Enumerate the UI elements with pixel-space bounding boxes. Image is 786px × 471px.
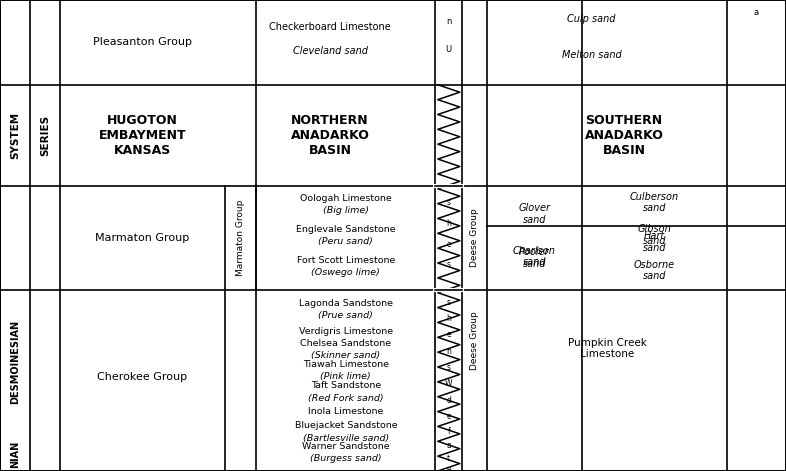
Text: n: n [446,16,451,26]
Text: Charlson
sand: Charlson sand [513,246,556,268]
Text: SOUTHERN
ANADARKO
BASIN: SOUTHERN ANADARKO BASIN [585,114,663,157]
Text: Taft Sandstone: Taft Sandstone [310,382,381,390]
Text: t: t [447,454,450,463]
Text: (Peru sand): (Peru sand) [318,237,373,246]
Text: Marmaton Group: Marmaton Group [95,233,189,243]
Text: e: e [446,465,451,471]
Text: Pleasanton Group: Pleasanton Group [93,37,192,48]
Text: SYSTEM: SYSTEM [10,112,20,159]
Text: Hart
sand: Hart sand [643,231,666,253]
Text: (Red Fork sand): (Red Fork sand) [308,394,384,403]
Text: Inola Limestone: Inola Limestone [308,406,384,416]
Text: e: e [446,240,451,249]
Text: Melton sand: Melton sand [561,50,622,60]
Text: a: a [754,8,759,17]
Text: U: U [446,45,452,54]
Text: NIAN: NIAN [10,441,20,468]
Text: h: h [446,314,451,323]
Text: h: h [446,219,451,228]
Text: a: a [446,441,451,450]
Text: e: e [446,331,451,340]
Text: Deese Group: Deese Group [470,209,479,267]
Text: Marmaton Group: Marmaton Group [236,200,245,276]
Text: Tiawah Limestone: Tiawah Limestone [303,360,389,369]
Text: (Prue sand): (Prue sand) [318,311,373,320]
Text: DESMOINESIAN: DESMOINESIAN [10,320,20,404]
Text: Bluejacket Sandstone: Bluejacket Sandstone [295,422,397,430]
Text: (Oswego lime): (Oswego lime) [311,268,380,277]
Text: HUGOTON
EMBAYMENT
KANSAS: HUGOTON EMBAYMENT KANSAS [98,114,186,157]
Text: Osborne
sand: Osborne sand [634,260,675,281]
Text: Lagonda Sandstone: Lagonda Sandstone [299,299,393,308]
Text: s: s [446,298,451,307]
Text: W: W [445,380,453,389]
Text: Gibson
sand: Gibson sand [637,224,671,245]
Text: s: s [446,198,451,207]
Text: Cleveland sand: Cleveland sand [292,46,368,56]
Text: Chelsea Sandstone: Chelsea Sandstone [300,339,391,348]
Text: e: e [446,412,451,421]
Text: Glover
sand: Glover sand [519,203,550,225]
Text: Fort Scott Limestone: Fort Scott Limestone [296,256,395,265]
Text: Culberson
sand: Culberson sand [630,192,679,213]
Text: n: n [446,347,451,356]
Text: Verdigris Limestone: Verdigris Limestone [299,327,393,336]
Text: Warner Sandstone: Warner Sandstone [302,442,390,451]
Text: Pumpkin Creek
Limestone: Pumpkin Creek Limestone [567,338,647,359]
Text: (Skinner sand): (Skinner sand) [311,351,380,360]
Text: (Pink lime): (Pink lime) [321,372,371,381]
Text: d: d [446,396,451,405]
Text: Cherokee Group: Cherokee Group [97,372,187,382]
Text: (Bartlesville sand): (Bartlesville sand) [303,434,389,443]
Text: s: s [446,260,451,269]
Text: f: f [447,427,450,436]
Text: Deese Group: Deese Group [470,311,479,370]
Text: Culp sand: Culp sand [567,14,615,24]
Text: Englevale Sandstone: Englevale Sandstone [296,225,395,234]
Text: SERIES: SERIES [40,115,50,156]
Text: s: s [446,363,451,372]
Text: (Burgess sand): (Burgess sand) [310,455,382,463]
Text: (Big lime): (Big lime) [323,206,369,215]
Text: Pooler
sand: Pooler sand [520,247,549,268]
Text: Checkerboard Limestone: Checkerboard Limestone [270,22,391,32]
Text: Oologah Limestone: Oologah Limestone [300,194,391,203]
Text: NORTHERN
ANADARKO
BASIN: NORTHERN ANADARKO BASIN [291,114,369,157]
